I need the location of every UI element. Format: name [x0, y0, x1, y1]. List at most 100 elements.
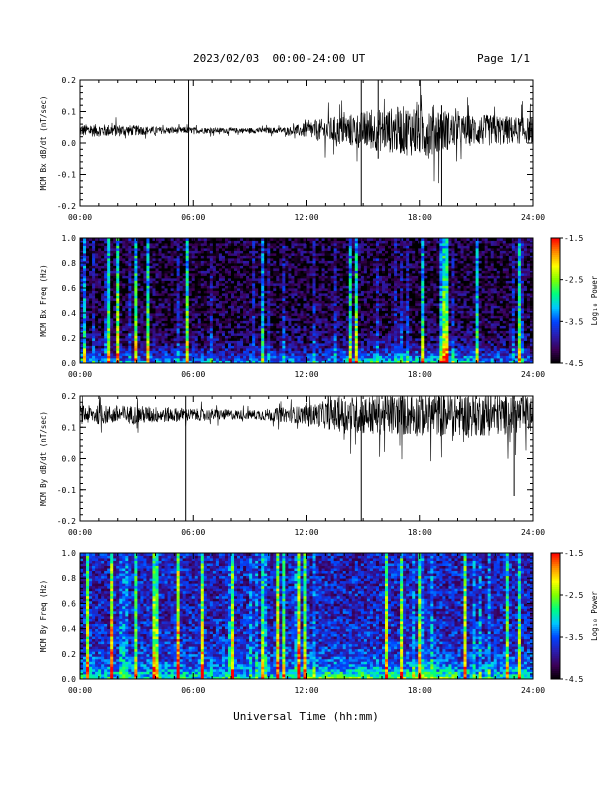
heatmap-cell — [309, 328, 313, 331]
heatmap-cell — [282, 295, 286, 299]
heatmap-cell — [119, 338, 123, 341]
heatmap-cell — [291, 328, 295, 331]
heatmap-cell — [224, 293, 229, 296]
heatmap-cell — [182, 263, 187, 266]
heatmap-cell — [363, 328, 368, 331]
heatmap-cell — [89, 278, 93, 281]
heatmap-cell — [212, 323, 217, 326]
heatmap-cell — [297, 248, 301, 251]
heatmap-cell — [288, 328, 292, 331]
heatmap-cell — [131, 263, 135, 266]
heatmap-cell — [303, 333, 307, 336]
heatmap-cell — [294, 333, 298, 336]
heatmap-cell — [288, 268, 292, 271]
heatmap-cell — [366, 320, 371, 324]
heatmap-cell — [249, 338, 253, 341]
heatmap-cell — [224, 360, 229, 364]
heatmap-cell — [218, 315, 223, 319]
heatmap-cell — [149, 300, 153, 304]
heatmap-cell — [164, 255, 168, 259]
heatmap-cell — [176, 260, 181, 264]
heatmap-cell — [170, 280, 175, 284]
heatmap-cell — [258, 240, 262, 244]
heatmap-cell — [161, 315, 165, 319]
heatmap-cell — [294, 360, 298, 364]
heatmap-cell — [224, 348, 229, 351]
heatmap-cell — [179, 240, 184, 244]
heatmap-cell — [173, 298, 178, 301]
heatmap-cell — [92, 238, 96, 241]
heatmap-cell — [249, 253, 253, 256]
heatmap-cell — [363, 265, 368, 269]
heatmap-cell — [173, 260, 178, 264]
heatmap-cell — [152, 253, 156, 256]
heatmap-cell — [98, 243, 102, 246]
heatmap-cell — [206, 313, 211, 316]
heatmap-cell — [366, 355, 371, 359]
heatmap-cell — [366, 305, 371, 309]
heatmap-cell — [110, 338, 114, 341]
heatmap-cell — [348, 348, 353, 351]
heatmap-cell — [104, 350, 108, 354]
heatmap-cell — [95, 350, 99, 354]
heatmap-cell — [366, 243, 371, 246]
heatmap-cell — [143, 360, 147, 364]
heatmap-cell — [176, 328, 181, 331]
heatmap-cell — [330, 275, 335, 279]
heatmap-cell — [110, 318, 114, 321]
heatmap-cell — [206, 295, 211, 299]
heatmap-cell — [218, 270, 223, 274]
heatmap-cell — [122, 360, 126, 364]
heatmap-cell — [188, 303, 193, 306]
heatmap-cell — [95, 320, 99, 324]
heatmap-cell — [357, 275, 362, 279]
heatmap-cell — [194, 298, 199, 301]
heatmap-cell — [249, 320, 253, 324]
heatmap-cell — [360, 350, 365, 354]
heatmap-cell — [264, 350, 268, 354]
heatmap-cell — [149, 288, 153, 291]
heatmap-cell — [107, 348, 111, 351]
heatmap-cell — [122, 240, 126, 244]
heatmap-cell — [372, 343, 377, 346]
heatmap-cell — [197, 295, 202, 299]
heatmap-cell — [237, 328, 241, 331]
heatmap-cell — [264, 313, 268, 316]
heatmap-cell — [215, 360, 220, 364]
heatmap-cell — [116, 265, 120, 269]
heatmap-cell — [146, 285, 150, 289]
heatmap-cell — [312, 290, 316, 294]
heatmap-cell — [185, 248, 190, 251]
heatmap-cell — [312, 348, 316, 351]
heatmap-cell — [80, 270, 84, 274]
heatmap-cell — [107, 313, 111, 316]
heatmap-cell — [300, 265, 304, 269]
heatmap-cell — [237, 305, 241, 309]
heatmap-cell — [240, 345, 244, 349]
heatmap-cell — [80, 320, 84, 324]
heatmap-cell — [282, 278, 286, 281]
heatmap-cell — [200, 248, 205, 251]
heatmap-cell — [95, 308, 99, 311]
heatmap-cell — [285, 290, 289, 294]
heatmap-cell — [134, 270, 138, 274]
heatmap-cell — [234, 295, 238, 299]
heatmap-cell — [315, 315, 319, 319]
heatmap-cell — [203, 308, 208, 311]
heatmap-cell — [101, 308, 105, 311]
heatmap-cell — [297, 310, 301, 314]
heatmap-cell — [188, 330, 193, 334]
heatmap-cell — [303, 263, 307, 266]
heatmap-cell — [363, 250, 368, 254]
heatmap-cell — [270, 263, 274, 266]
heatmap-cell — [128, 340, 132, 344]
heatmap-cell — [110, 300, 114, 304]
heatmap-cell — [318, 253, 322, 256]
heatmap-cell — [146, 258, 150, 261]
heatmap-cell — [273, 353, 277, 356]
heatmap-cell — [200, 350, 205, 354]
heatmap-cell — [104, 318, 108, 321]
heatmap-cell — [348, 338, 353, 341]
heatmap-cell — [80, 255, 84, 259]
heatmap-cell — [119, 315, 123, 319]
